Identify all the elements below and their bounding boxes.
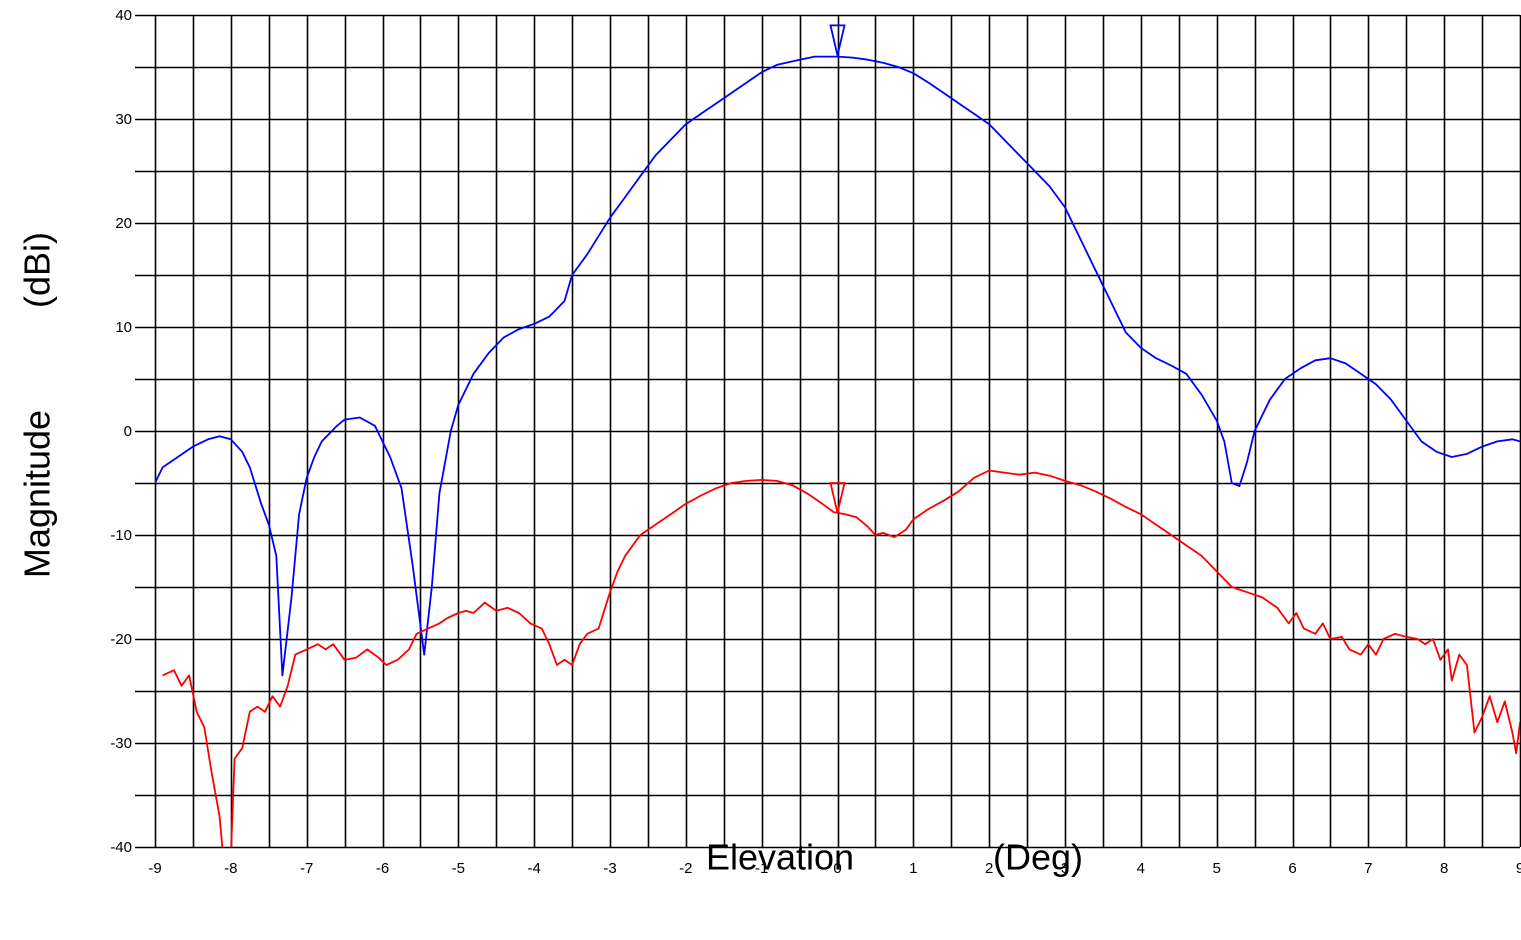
tick-label-layer: -9 -8 -7 -6 -5 -4 -3 -2 -1 0 1 2 3 4 5 6 7 8 9403020100-10… — [110, 7, 1521, 877]
grid-layer — [135, 14, 1521, 849]
peak-marker-1 — [829, 24, 846, 56]
x-tick-label: -6 — [376, 860, 389, 877]
x-tick-label: -8 — [224, 860, 237, 877]
y-axis-title: Magnitude — [17, 410, 58, 578]
x-tick-label: -5 — [452, 860, 465, 877]
y-axis-unit: (dBi) — [17, 232, 58, 308]
x-tick-label: 1 — [909, 860, 917, 877]
y-tick-label: -20 — [110, 631, 132, 648]
x-tick-label: -2 — [679, 860, 692, 877]
x-tick-label: 5 — [1212, 860, 1220, 877]
x-tick-label: 8 — [1440, 860, 1448, 877]
y-tick-label: -10 — [110, 527, 132, 544]
series-line-1 — [155, 55, 1520, 677]
x-axis-title: Elevation — [706, 836, 854, 877]
x-tick-label: 3 — [1061, 860, 1069, 877]
x-tick-label: -9 — [148, 860, 161, 877]
x-tick-label: 9 — [1516, 860, 1521, 877]
x-tick-label: -3 — [603, 860, 616, 877]
x-tick-label: -7 — [300, 860, 313, 877]
y-tick-label: -40 — [110, 839, 132, 856]
y-tick-label: 40 — [115, 7, 132, 24]
x-axis-unit: (Deg) — [993, 836, 1083, 877]
x-tick-label: 7 — [1364, 860, 1372, 877]
y-tick-label: -30 — [110, 735, 132, 752]
y-tick-label: 0 — [124, 423, 132, 440]
series-line-2 — [162, 469, 1520, 847]
y-tick-label: 10 — [115, 319, 132, 336]
peak-marker-2 — [829, 482, 846, 514]
x-tick-label: 0 — [833, 860, 841, 877]
x-tick-label: -1 — [755, 860, 768, 877]
y-tick-label: 20 — [115, 215, 132, 232]
x-tick-label: 6 — [1288, 860, 1296, 877]
y-tick-label: 30 — [115, 111, 132, 128]
x-tick-label: 4 — [1137, 860, 1145, 877]
x-tick-label: -4 — [527, 860, 540, 877]
marker-layer — [829, 24, 846, 514]
x-tick-label: 2 — [985, 860, 993, 877]
series-layer — [155, 55, 1520, 847]
